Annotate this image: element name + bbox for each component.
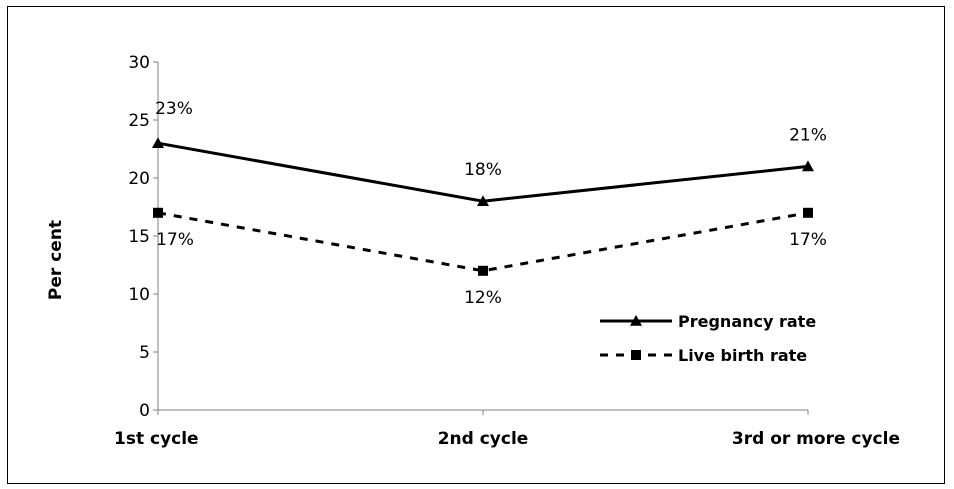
data-point-square (803, 207, 813, 218)
y-tick-label: 15 (128, 227, 150, 247)
data-point-square (153, 207, 163, 218)
data-label: 18% (464, 160, 502, 180)
data-label: 21% (789, 125, 827, 145)
data-point-triangle (152, 137, 164, 148)
y-axis-title: Per cent (46, 220, 66, 300)
y-tick-label: 30 (128, 53, 150, 73)
series-line (157, 211, 809, 273)
legend: Pregnancy rate Live birth rate (600, 312, 816, 365)
y-tick-label: 20 (128, 169, 150, 189)
data-label: 23% (155, 99, 193, 119)
x-axis-ticks: 1st cycle 2nd cycle 3rd or more cycle (114, 410, 900, 449)
legend-item: Live birth rate (600, 346, 807, 365)
legend-marker-square (631, 350, 641, 360)
legend-marker-triangle (630, 315, 642, 326)
line-chart: 0 5 10 15 20 25 30 1st cycle 2nd cycle 3rd or mo… (46, 53, 900, 449)
legend-item: Pregnancy rate (600, 312, 816, 331)
y-tick-label: 5 (139, 343, 150, 363)
data-label: 12% (464, 288, 502, 308)
data-label: 17% (789, 230, 827, 250)
series-pregnancy-rate: 23% 18% 21% (152, 99, 827, 206)
data-point-triangle (802, 160, 814, 172)
x-tick-label: 2nd cycle (438, 429, 529, 449)
y-tick-label: 0 (139, 401, 150, 421)
legend-label: Live birth rate (678, 346, 807, 365)
x-tick-label: 1st cycle (114, 429, 199, 449)
series-live-birth-rate: 17% 12% 17% (153, 207, 827, 308)
data-point-square (478, 265, 488, 276)
x-tick-label: 3rd or more cycle (732, 429, 900, 449)
data-point-triangle (477, 195, 489, 206)
y-tick-label: 10 (128, 285, 150, 305)
y-axis-ticks: 0 5 10 15 20 25 30 (128, 53, 158, 421)
chart-frame: 0 5 10 15 20 25 30 1st cycle 2nd cycle 3rd or mo… (7, 6, 945, 484)
series-layer: 23% 18% 21% 17% 12% 17% (152, 99, 827, 308)
y-tick-label: 25 (128, 111, 150, 131)
data-label: 17% (156, 230, 194, 250)
legend-label: Pregnancy rate (678, 312, 816, 331)
